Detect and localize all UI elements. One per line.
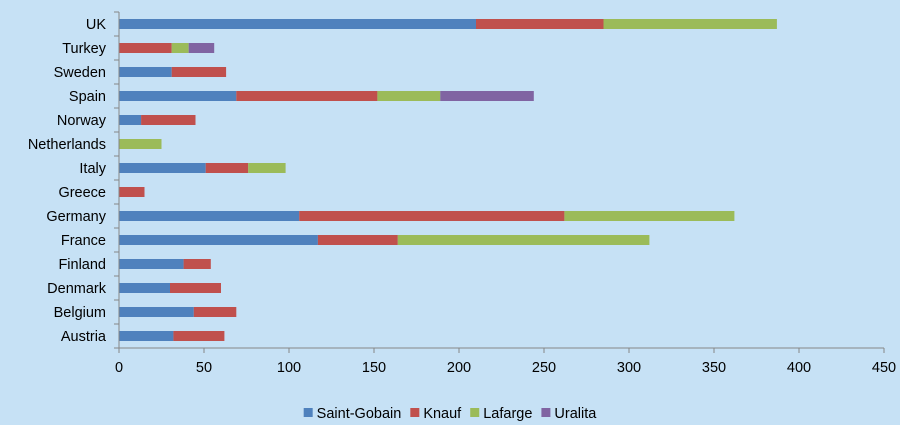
bar-turkey-uralita xyxy=(188,43,215,53)
legend-swatch xyxy=(303,408,313,417)
bar-spain-knauf xyxy=(236,91,378,101)
x-tick-label: 100 xyxy=(277,360,301,376)
bar-italy-saint-gobain xyxy=(119,163,206,173)
bar-spain-lafarge xyxy=(377,91,441,101)
x-tick-label: 0 xyxy=(115,360,123,376)
legend-swatch xyxy=(541,408,551,417)
bar-france-saint-gobain xyxy=(119,235,318,245)
bar-spain-uralita xyxy=(440,91,534,101)
x-tick-label: 150 xyxy=(362,360,386,376)
category-label: Italy xyxy=(79,161,106,177)
bar-sweden-knauf xyxy=(171,67,227,77)
bar-france-lafarge xyxy=(397,235,650,245)
category-label: France xyxy=(61,233,106,249)
category-label: Greece xyxy=(58,185,106,201)
bar-austria-saint-gobain xyxy=(119,331,174,341)
bar-norway-saint-gobain xyxy=(119,115,142,125)
category-label: UK xyxy=(86,17,106,33)
x-tick-label: 300 xyxy=(617,360,641,376)
bar-denmark-knauf xyxy=(170,283,221,293)
category-label: Sweden xyxy=(54,65,106,81)
x-tick-label: 200 xyxy=(447,360,471,376)
bar-spain-saint-gobain xyxy=(119,91,237,101)
bar-denmark-saint-gobain xyxy=(119,283,170,293)
category-label: Spain xyxy=(69,89,106,105)
bar-germany-saint-gobain xyxy=(119,211,300,221)
bar-belgium-saint-gobain xyxy=(119,307,194,317)
category-label: Belgium xyxy=(54,305,106,321)
category-label: Turkey xyxy=(62,41,107,57)
bar-netherlands-lafarge xyxy=(119,139,162,149)
bar-austria-knauf xyxy=(173,331,225,341)
bar-germany-knauf xyxy=(299,211,565,221)
legend-swatch xyxy=(470,408,480,417)
bar-germany-lafarge xyxy=(564,211,735,221)
x-tick-label: 250 xyxy=(532,360,556,376)
bar-uk-knauf xyxy=(476,19,604,29)
bar-belgium-knauf xyxy=(193,307,237,317)
legend: Saint-Gobain Knauf Lafarge Uralita xyxy=(303,406,597,422)
legend-label: Lafarge xyxy=(483,406,532,422)
bar-sweden-saint-gobain xyxy=(119,67,172,77)
bar-finland-knauf xyxy=(183,259,211,269)
legend-label: Saint-Gobain xyxy=(317,406,402,422)
x-tick-label: 50 xyxy=(196,360,212,376)
bar-turkey-lafarge xyxy=(171,43,189,53)
bar-greece-knauf xyxy=(119,187,145,197)
x-tick-label: 450 xyxy=(872,360,896,376)
legend-label: Uralita xyxy=(554,406,597,422)
category-label: Denmark xyxy=(47,281,107,297)
legend-swatch xyxy=(410,408,420,417)
bar-italy-knauf xyxy=(205,163,249,173)
category-label: Netherlands xyxy=(28,137,106,153)
x-tick-label: 350 xyxy=(702,360,726,376)
bar-finland-saint-gobain xyxy=(119,259,184,269)
bar-norway-knauf xyxy=(141,115,196,125)
bar-france-knauf xyxy=(317,235,398,245)
bars-group xyxy=(119,19,777,341)
x-tick-label: 400 xyxy=(787,360,811,376)
bar-uk-saint-gobain xyxy=(119,19,476,29)
axes-group: UK Turkey Sweden Spain Norway Netherlands Ital… xyxy=(28,11,896,376)
category-label: Germany xyxy=(46,209,106,225)
category-label: Austria xyxy=(61,329,107,345)
bar-uk-lafarge xyxy=(603,19,777,29)
category-label: Finland xyxy=(58,257,106,273)
legend-label: Knauf xyxy=(423,406,462,422)
bar-turkey-knauf xyxy=(119,43,172,53)
bar-italy-lafarge xyxy=(248,163,286,173)
category-label: Norway xyxy=(57,113,107,129)
